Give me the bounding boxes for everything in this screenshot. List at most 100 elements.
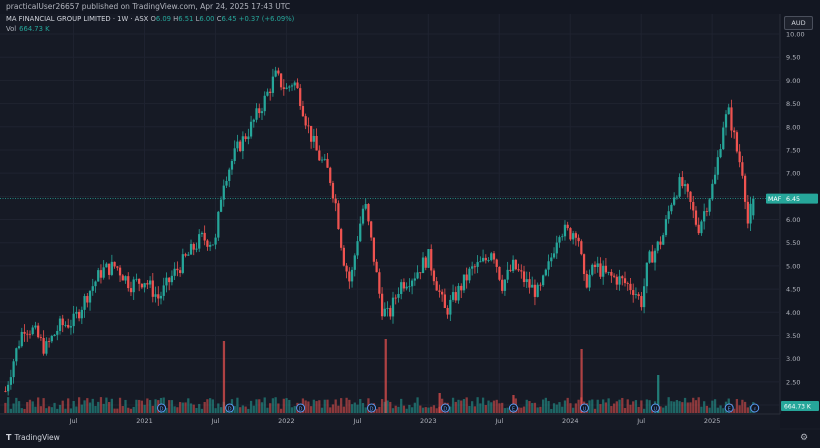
candle-body — [37, 325, 40, 338]
volume-bar — [473, 406, 477, 413]
candle-body — [154, 294, 157, 297]
y-tick-label: 7.00 — [786, 170, 800, 178]
candle-body — [591, 264, 594, 275]
gear-icon[interactable]: ⚙ — [800, 433, 809, 443]
candle-body — [435, 281, 438, 291]
volume-bar — [743, 401, 747, 413]
event-marker — [650, 403, 660, 413]
volume-bar — [86, 398, 89, 413]
candle-body — [12, 361, 15, 378]
volume-bar — [138, 399, 141, 413]
volume-bar — [23, 408, 26, 413]
candle-body — [730, 107, 733, 131]
candle-body — [383, 308, 386, 317]
candle-body — [607, 271, 610, 273]
volume-bar — [217, 403, 220, 413]
candle-body — [102, 267, 105, 278]
candle-body — [105, 263, 108, 268]
volume-bar — [632, 401, 635, 413]
legend-change: +0.37 (+6.09%) — [238, 15, 295, 23]
publish-bar: practicalUser26657 published on TradingV… — [0, 0, 820, 14]
candle-body — [394, 297, 397, 299]
volume-bar — [274, 397, 277, 413]
volume-bar — [683, 397, 687, 413]
volume-bar — [492, 400, 496, 413]
volume-bar — [432, 405, 436, 413]
candle-body — [509, 269, 512, 271]
volume-bar — [528, 401, 531, 413]
volume-bar — [708, 407, 711, 413]
volume-bar — [596, 399, 599, 413]
candle-body — [189, 243, 193, 255]
brand-name: TradingView — [14, 433, 60, 442]
volume-bar — [675, 400, 678, 413]
candle-body — [53, 334, 56, 336]
price-chart[interactable]: 10.009.509.008.508.007.507.006.506.005.5… — [0, 14, 820, 428]
volume-bar — [309, 406, 313, 413]
candle-body — [61, 318, 64, 326]
candle-body — [323, 158, 326, 160]
volume-bar — [703, 401, 706, 413]
candle-body — [451, 292, 455, 300]
volume-bar — [200, 408, 204, 413]
candle-body — [244, 136, 247, 140]
candle-body — [282, 87, 285, 89]
candle-body — [195, 248, 198, 250]
volume-bar — [209, 398, 212, 413]
volume-bar — [435, 408, 438, 413]
volume-bar — [28, 399, 32, 413]
volume-bar — [531, 403, 534, 413]
candle-body — [569, 228, 572, 240]
tradingview-brand[interactable]: T TradingView — [6, 433, 60, 442]
candle-body — [501, 279, 504, 291]
volume-bar — [544, 397, 547, 413]
candle-body — [91, 286, 94, 291]
candle-body — [64, 324, 67, 326]
event-marker — [157, 403, 167, 413]
volume-bar — [187, 398, 190, 413]
volume-bar — [558, 402, 561, 413]
candle-body — [498, 266, 501, 280]
candle-body — [230, 160, 234, 170]
candle-body — [132, 279, 135, 293]
volume-bar — [143, 404, 146, 413]
candle-body — [67, 324, 70, 328]
candle-body — [241, 136, 245, 152]
candle-body — [735, 132, 739, 152]
volume-bar — [572, 407, 575, 413]
legend-close-label: C — [216, 15, 222, 23]
candle-body — [547, 261, 550, 270]
volume-bar — [88, 402, 92, 413]
candle-body — [7, 384, 10, 392]
volume-bar — [694, 400, 698, 413]
volume-bar — [533, 402, 537, 413]
volume-bar — [320, 407, 324, 413]
volume-bar — [165, 407, 168, 413]
candle-body — [697, 224, 700, 234]
candle-body — [651, 251, 654, 263]
candle-body — [353, 255, 356, 270]
legend-high-label: H — [173, 15, 179, 23]
candle-body — [247, 136, 250, 140]
candle-body — [348, 271, 351, 282]
candle-body — [239, 141, 242, 152]
candle-body — [487, 260, 490, 261]
candle-body — [301, 106, 305, 117]
volume-bar — [323, 399, 326, 413]
volume-bar — [468, 406, 471, 413]
volume-bar — [495, 399, 498, 413]
y-tick-label: 8.50 — [786, 100, 800, 108]
candle-body — [673, 197, 676, 205]
volume-bar — [705, 405, 709, 413]
candle-body — [511, 259, 515, 271]
candle-body — [604, 265, 608, 273]
volume-bar — [593, 408, 597, 413]
volume-bar — [132, 406, 135, 413]
volume-bar — [315, 401, 318, 413]
candle-body — [9, 377, 13, 385]
volume-bar — [612, 403, 616, 413]
candle-body — [187, 254, 190, 256]
volume-bar — [219, 407, 223, 413]
currency-button[interactable]: AUD — [784, 16, 813, 30]
volume-bar — [110, 398, 113, 413]
